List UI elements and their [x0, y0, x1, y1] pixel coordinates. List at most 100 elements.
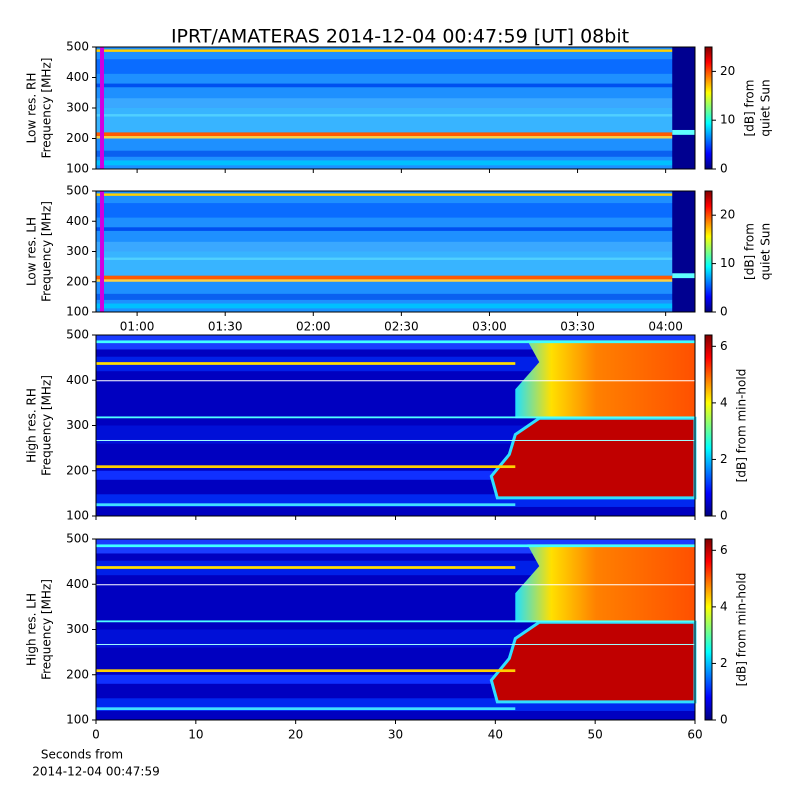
spectrogram-band — [672, 191, 695, 312]
colorbar-tick-label: 6 — [720, 339, 728, 353]
y-tick-label: 200 — [66, 463, 89, 477]
spectrogram-band — [96, 303, 695, 309]
spectrogram-band — [96, 98, 695, 108]
colorbar-tick-label: 20 — [720, 208, 735, 222]
colorbar — [704, 334, 713, 517]
x-tick-label: 0 — [92, 728, 100, 742]
y-tick-label: 400 — [66, 373, 89, 387]
colorbar-label: [dB] from min-hold — [735, 573, 749, 687]
colorbar-label: [dB] from — [743, 80, 757, 137]
x-tick-label: 50 — [588, 728, 603, 742]
x-tick-label: 10 — [188, 728, 203, 742]
spectrogram-band — [96, 439, 695, 441]
spectrogram-band — [96, 257, 695, 260]
spectrogram-band — [96, 340, 695, 344]
y-axis-label: Frequency [MHz] — [40, 201, 54, 302]
colorbar — [704, 538, 713, 721]
y-tick-label: 100 — [66, 305, 89, 319]
y-tick-label: 400 — [66, 577, 89, 591]
colorbar-label: [dB] from — [743, 223, 757, 280]
y-axis-label: Low res. RH — [25, 73, 39, 144]
spectrogram-region — [489, 416, 697, 500]
spectrogram-region — [515, 340, 695, 419]
chart-title: IPRT/AMATERAS 2014-12-04 00:47:59 [UT] 0… — [171, 26, 629, 48]
y-tick-label: 400 — [66, 214, 89, 228]
colorbar-tick-label: 0 — [720, 305, 728, 319]
y-tick-label: 500 — [66, 532, 89, 546]
x-tick-label: 40 — [488, 728, 503, 742]
x-tick-label: 04:00 — [648, 320, 683, 334]
x-tick-label: 01:00 — [120, 320, 155, 334]
spectrogram-band — [96, 132, 695, 137]
y-axis-label: Low res. LH — [25, 217, 39, 286]
spectrogram-band — [96, 160, 695, 166]
spectrogram-band — [672, 273, 695, 279]
spectrogram-band — [672, 47, 695, 169]
spectrogram-band — [100, 47, 104, 169]
colorbar-tick-label: 20 — [720, 64, 735, 78]
colorbar-label: quiet Sun — [759, 79, 773, 136]
spectrogram-band — [96, 584, 695, 586]
colorbar-tick-label: 4 — [720, 395, 728, 409]
spectrogram-band — [96, 83, 695, 88]
y-axis-label: Frequency [MHz] — [40, 375, 54, 476]
spectrogram-band — [96, 707, 516, 711]
x-axis-label: Seconds from — [41, 748, 123, 762]
spectrogram-region — [489, 620, 697, 704]
spectrogram-band — [96, 114, 695, 117]
x-tick-label: 60 — [687, 728, 702, 742]
x-tick-label: 02:30 — [384, 320, 419, 334]
colorbar-tick-label: 0 — [720, 162, 728, 176]
spectrogram-band — [96, 674, 695, 684]
spectrogram-band — [96, 241, 695, 252]
spectrogram-band — [96, 380, 695, 382]
y-tick-label: 300 — [66, 101, 89, 115]
spectrogram-band — [96, 465, 516, 469]
y-tick-label: 300 — [66, 622, 89, 636]
spectrogram-band — [96, 544, 695, 548]
spectrogram-band — [96, 669, 516, 673]
y-tick-label: 200 — [66, 131, 89, 145]
y-tick-label: 100 — [66, 713, 89, 727]
y-axis-label: High res. LH — [25, 593, 39, 666]
x-tick-label: 30 — [388, 728, 403, 742]
colorbar-tick-label: 2 — [720, 656, 728, 670]
spectrogram-region — [515, 544, 695, 623]
y-tick-label: 500 — [66, 40, 89, 54]
colorbar-tick-label: 10 — [720, 256, 735, 270]
colorbar — [704, 46, 713, 170]
spectrogram-band — [96, 566, 516, 569]
spectrogram-band — [96, 59, 695, 74]
spectrogram-band — [96, 620, 695, 623]
spectrogram-band — [96, 470, 695, 480]
y-axis-label: Frequency [MHz] — [40, 58, 54, 159]
y-axis-label: Frequency [MHz] — [40, 579, 54, 680]
y-tick-label: 200 — [66, 667, 89, 681]
spectrogram-band — [96, 279, 695, 282]
spectrogram-band — [96, 275, 695, 280]
spectrogram-band — [96, 416, 695, 419]
spectrogram-band — [96, 193, 695, 196]
colorbar-tick-label: 10 — [720, 113, 735, 127]
spectrogram-band — [96, 227, 695, 231]
y-tick-label: 500 — [66, 328, 89, 342]
y-tick-label: 500 — [66, 184, 89, 198]
y-tick-label: 400 — [66, 70, 89, 84]
spectrogram-band — [96, 136, 695, 139]
colorbar-tick-label: 4 — [720, 599, 728, 613]
colorbar-label: quiet Sun — [759, 223, 773, 280]
x-tick-label: 02:00 — [296, 320, 331, 334]
colorbar-tick-label: 0 — [720, 509, 728, 523]
y-tick-label: 300 — [66, 244, 89, 258]
spectrogram-band — [96, 643, 695, 645]
spectrogram-band — [96, 203, 695, 218]
spectrogram-band — [96, 108, 695, 133]
spectrogram-band — [672, 129, 695, 135]
y-tick-label: 200 — [66, 274, 89, 288]
x-tick-label: 01:30 — [208, 320, 243, 334]
spectrogram-band — [100, 191, 104, 312]
colorbar-tick-label: 2 — [720, 452, 728, 466]
x-axis-label: 2014-12-04 00:47:59 — [32, 765, 159, 779]
spectrogram-band — [96, 49, 695, 52]
